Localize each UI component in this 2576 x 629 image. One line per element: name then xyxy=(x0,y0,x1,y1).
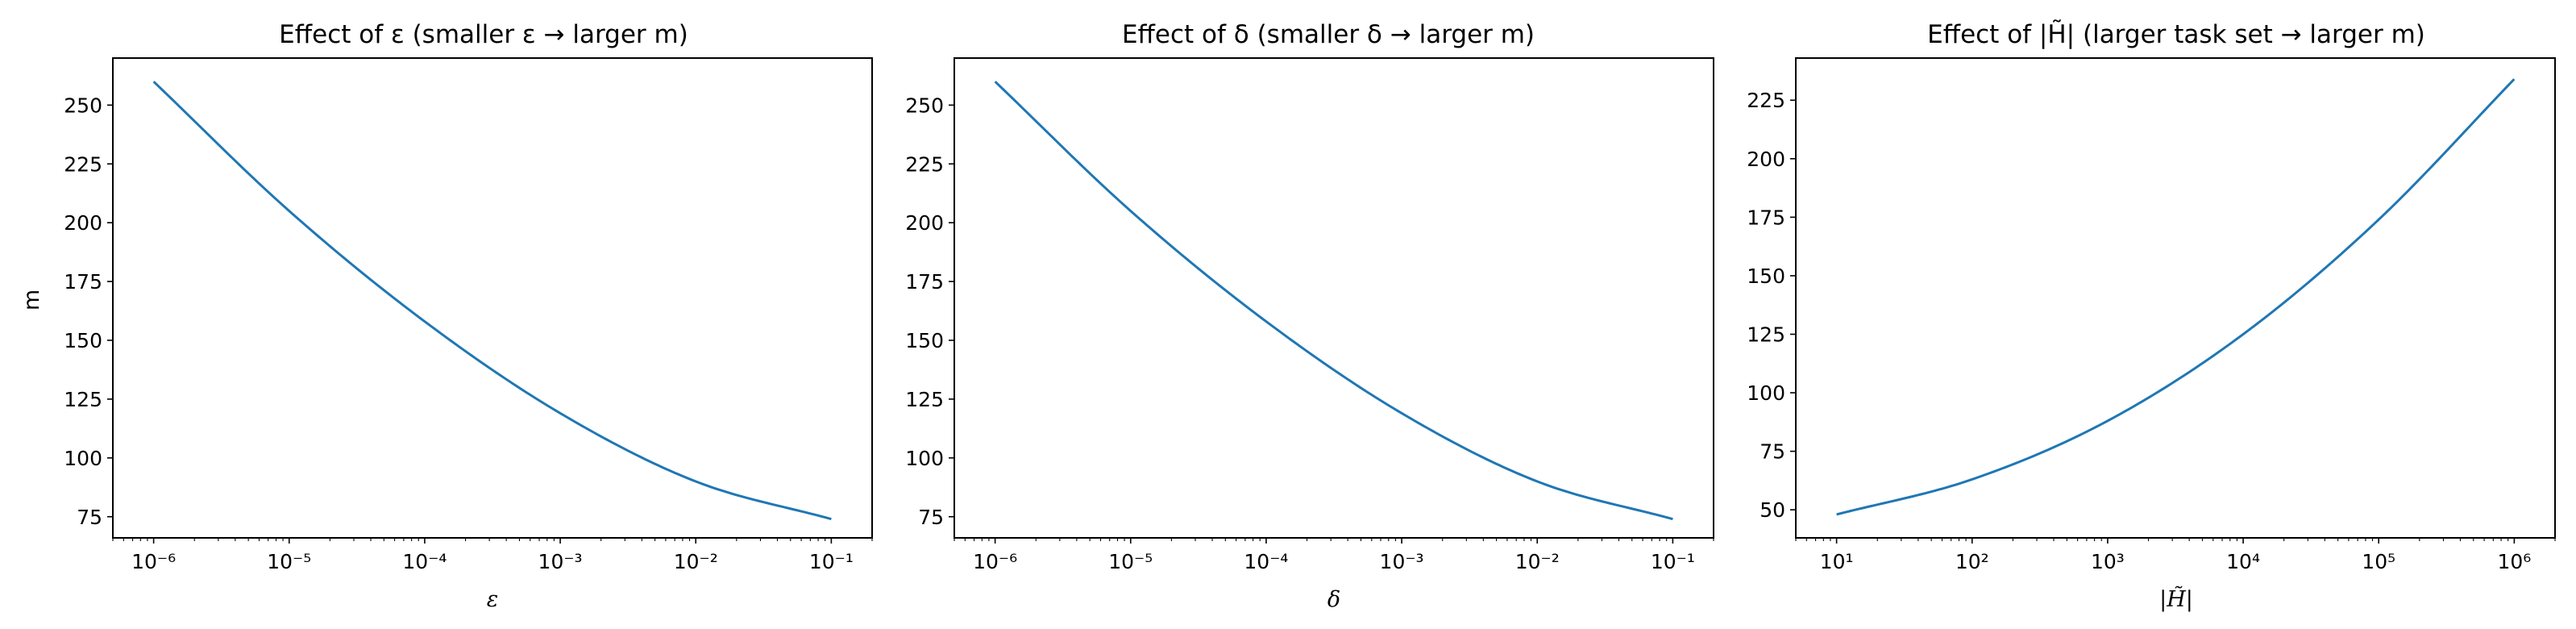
y-tick-label: 225 xyxy=(1747,89,1785,112)
x-tick-label: 10⁻⁵ xyxy=(1108,550,1153,573)
y-tick-label: 175 xyxy=(905,270,944,294)
y-tick-label: 200 xyxy=(1747,148,1785,171)
plot-frame xyxy=(954,57,1714,539)
y-tick-label: 75 xyxy=(1760,440,1785,464)
y-tick-label: 225 xyxy=(905,152,944,176)
y-tick-label: 225 xyxy=(64,152,102,176)
y-tick-label: 100 xyxy=(905,447,944,470)
x-tick-label: 10⁵ xyxy=(2362,550,2395,573)
x-tick-label: 10⁻² xyxy=(674,550,718,573)
y-tick-label: 250 xyxy=(64,94,102,117)
x-axis-label: δ xyxy=(1327,587,1340,612)
y-tick-label: 175 xyxy=(64,270,102,294)
chart-panel-delta: Effect of δ (smaller δ → larger m) 75 100… xyxy=(905,20,1714,612)
x-tick-label: 10⁻⁵ xyxy=(267,550,311,573)
x-tick-label: 10⁴ xyxy=(2226,550,2260,573)
x-tick-label: 10⁻⁴ xyxy=(1244,550,1288,573)
chart-title: Effect of |H̃| (larger task set → larger… xyxy=(1927,20,2425,49)
plot-frame xyxy=(1795,57,2556,539)
x-tick-label: 10² xyxy=(1955,550,1989,573)
x-tick-label: 10⁻⁴ xyxy=(402,550,447,573)
x-axis-label: |H̃| xyxy=(2159,585,2193,612)
y-tick-label: 250 xyxy=(905,94,944,117)
x-tick-label: 10⁻¹ xyxy=(809,550,854,573)
x-axis-label: ε xyxy=(487,587,499,612)
x-tick-label: 10⁻² xyxy=(1515,550,1560,573)
chart-marks: 75 100 125 150 175 200 225 250 10⁻⁶ 10⁻⁵ 10⁻⁴ 10⁻³ 1… xyxy=(905,81,1714,573)
series-line xyxy=(1836,78,2516,516)
y-tick-label: 175 xyxy=(1747,206,1785,229)
y-tick-label: 125 xyxy=(1747,323,1785,346)
series-line xyxy=(152,81,832,521)
y-tick-label: 50 xyxy=(1760,498,1785,522)
y-tick-label: 100 xyxy=(1747,381,1785,405)
series-line xyxy=(994,81,1673,521)
x-tick-label: 10⁻⁶ xyxy=(973,550,1017,573)
y-tick-label: 150 xyxy=(1747,265,1785,288)
y-tick-label: 150 xyxy=(905,329,944,352)
y-tick-label: 150 xyxy=(64,329,102,352)
x-tick-label: 10⁻⁶ xyxy=(131,550,176,573)
y-tick-label: 125 xyxy=(905,388,944,411)
chart-panel-task-set: Effect of |H̃| (larger task set → larger… xyxy=(1747,20,2556,612)
y-axis-label: m xyxy=(19,290,44,310)
x-tick-label: 10⁻³ xyxy=(538,550,583,573)
y-tick-label: 200 xyxy=(64,211,102,235)
y-tick-label: 75 xyxy=(918,506,944,529)
chart-title: Effect of δ (smaller δ → larger m) xyxy=(1122,20,1535,49)
x-tick-label: 10⁻¹ xyxy=(1651,550,1695,573)
y-tick-label: 200 xyxy=(905,211,944,235)
chart-marks: 50 75 100 125 150 175 200 225 10¹ 10² 10³ 10⁴ 10⁵ 10⁶ xyxy=(1747,78,2556,573)
x-tick-label: 10⁶ xyxy=(2497,550,2531,573)
x-tick-label: 10³ xyxy=(2091,550,2125,573)
chart-panel-epsilon: Effect of ε (smaller ε → larger m) 75 100… xyxy=(19,20,873,612)
y-tick-label: 100 xyxy=(64,447,102,470)
chart-title: Effect of ε (smaller ε → larger m) xyxy=(279,20,688,49)
x-tick-label: 10⁻³ xyxy=(1380,550,1424,573)
plot-frame xyxy=(112,57,873,539)
y-tick-label: 75 xyxy=(77,506,102,529)
chart-marks: 75 100 125 150 175 200 225 250 10⁻⁶ 10⁻⁵ 10⁻⁴ 10⁻³ 1… xyxy=(64,81,873,573)
y-tick-label: 125 xyxy=(64,388,102,411)
x-tick-label: 10¹ xyxy=(1820,550,1854,573)
